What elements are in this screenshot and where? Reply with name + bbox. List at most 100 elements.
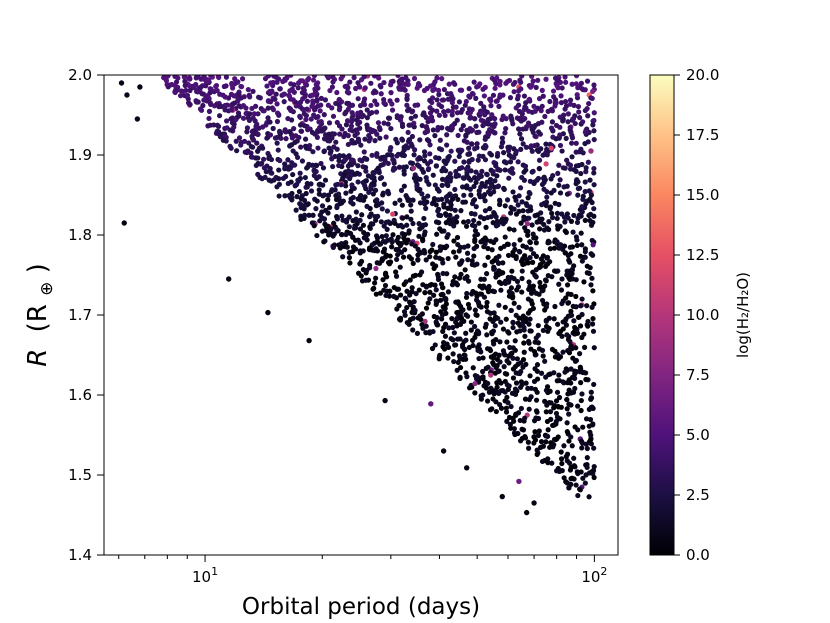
- scatter-point: [408, 160, 414, 166]
- scatter-point: [445, 96, 451, 102]
- scatter-point: [580, 193, 586, 199]
- scatter-point: [343, 122, 350, 128]
- scatter-point: [470, 365, 476, 371]
- x-tick-label: 101: [192, 565, 218, 586]
- scatter-point: [570, 229, 576, 235]
- scatter-point: [502, 234, 508, 240]
- scatter-point: [438, 103, 445, 110]
- scatter-point: [308, 181, 314, 187]
- scatter-point: [574, 237, 580, 243]
- scatter-point: [446, 217, 452, 223]
- scatter-point: [576, 109, 582, 115]
- y-label-unit-close: ): [23, 263, 53, 273]
- scatter-point: [384, 226, 390, 232]
- scatter-point: [509, 268, 515, 274]
- scatter-point: [536, 157, 543, 163]
- scatter-point: [582, 249, 588, 255]
- scatter-point: [326, 232, 332, 238]
- scatter-point: [228, 91, 235, 97]
- scatter-point: [529, 75, 535, 79]
- scatter-point: [288, 179, 294, 185]
- scatter-point: [485, 121, 492, 127]
- scatter-point: [118, 80, 125, 86]
- scatter-point: [313, 206, 319, 212]
- scatter-point: [499, 135, 506, 141]
- scatter-point: [573, 163, 580, 169]
- scatter-point: [316, 187, 322, 193]
- scatter-point: [557, 190, 564, 196]
- scatter-point: [345, 84, 351, 91]
- scatter-point: [560, 349, 566, 355]
- scatter-point: [575, 103, 582, 110]
- scatter-point: [397, 292, 404, 298]
- scatter-point: [591, 182, 597, 188]
- scatter-point: [564, 332, 570, 338]
- scatter-point: [383, 270, 389, 276]
- scatter-point: [397, 80, 403, 87]
- scatter-point: [287, 128, 293, 135]
- scatter-point: [497, 82, 503, 88]
- scatter-point: [457, 375, 463, 382]
- scatter-point: [492, 130, 498, 136]
- scatter-point: [554, 83, 560, 89]
- scatter-point: [308, 116, 314, 122]
- scatter-point: [375, 120, 382, 126]
- scatter-point: [561, 475, 567, 481]
- scatter-point: [579, 445, 585, 451]
- scatter-point: [400, 254, 407, 260]
- scatter-point: [506, 77, 513, 84]
- scatter-point: [515, 202, 521, 208]
- scatter-point: [410, 315, 416, 321]
- scatter-point: [235, 98, 241, 104]
- scatter-point: [411, 152, 417, 158]
- scatter-point: [455, 309, 461, 315]
- y-tick-label: 1.4: [68, 546, 92, 564]
- scatter-point: [482, 136, 488, 142]
- scatter-point: [385, 219, 392, 225]
- scatter-point: [591, 110, 597, 116]
- scatter-point: [545, 456, 551, 462]
- scatter-point: [501, 364, 507, 370]
- scatter-point: [591, 445, 597, 451]
- scatter-point: [573, 293, 579, 300]
- scatter-point: [434, 97, 440, 103]
- scatter-point: [496, 302, 502, 308]
- scatter-point: [427, 97, 433, 103]
- scatter-point: [457, 260, 463, 266]
- scatter-point: [400, 215, 406, 221]
- scatter-point: [314, 198, 320, 204]
- scatter-point: [437, 244, 443, 250]
- scatter-point: [404, 304, 410, 311]
- scatter-point: [584, 445, 590, 452]
- scatter-point: [202, 76, 208, 83]
- scatter-point: [564, 282, 571, 288]
- scatter-point: [578, 397, 584, 404]
- scatter-point: [375, 165, 381, 171]
- colorbar-tick-label: 15.0: [686, 186, 719, 204]
- y-axis-ticks: 1.4 1.5 1.6 1.7 1.8 1.9 2.0: [68, 66, 104, 564]
- scatter-point: [404, 319, 410, 326]
- scatter-point: [444, 198, 450, 204]
- scatter-point: [438, 212, 444, 219]
- scatter-point: [504, 241, 510, 247]
- scatter-point: [268, 178, 274, 184]
- scatter-point: [523, 124, 530, 130]
- scatter-point: [299, 158, 306, 164]
- scatter-point: [409, 109, 415, 115]
- scatter-point: [520, 364, 526, 370]
- scatter-point: [229, 107, 235, 113]
- scatter-point: [382, 239, 388, 245]
- scatter-point: [331, 220, 337, 226]
- scatter-point: [364, 203, 370, 209]
- scatter-point: [533, 240, 539, 246]
- scatter-point: [325, 210, 331, 216]
- scatter-point: [295, 85, 301, 91]
- scatter-point: [406, 230, 412, 236]
- scatter-point: [499, 493, 505, 500]
- scatter-point: [247, 94, 253, 100]
- scatter-point: [569, 154, 575, 160]
- scatter-point: [584, 263, 590, 269]
- scatter-point: [240, 115, 247, 121]
- scatter-point: [581, 344, 588, 350]
- scatter-point: [573, 75, 580, 79]
